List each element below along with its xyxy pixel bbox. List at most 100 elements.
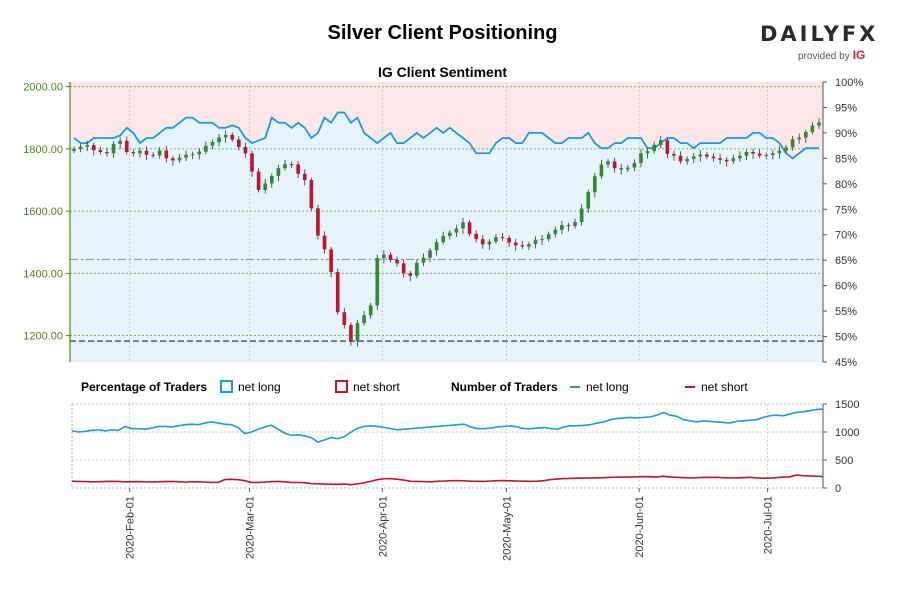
chart-title: Silver Client Positioning [327,22,558,44]
legend-pct-short-label: net short [353,380,400,394]
ig-logo-icon: IG [852,48,866,62]
legend-pct-long: net long [220,380,281,396]
candle-body [124,140,129,152]
candle-body [698,154,703,157]
date-label: 2020-Apr-01 [377,496,389,557]
candle-body [507,237,511,243]
candle-body [342,312,347,325]
candle-body [368,305,373,316]
right-tick-label: 60% [835,281,857,293]
lower-panel-frame [71,403,824,489]
dailyfx-logo: DAILYFX provided by IG [760,22,879,62]
candle-body [217,137,221,143]
candle-body [111,143,116,154]
candle-body [718,158,722,160]
candle-body [685,158,689,162]
candle-body [78,146,83,149]
candle-body [520,245,525,247]
candle-body [645,151,650,154]
candle-body [757,153,762,156]
candle-body [705,154,709,157]
candle-body [784,147,788,151]
candle-body [223,134,228,138]
candle-body [434,242,439,251]
candle-body [599,164,604,177]
candle-body [803,132,808,138]
candle-body [184,154,188,158]
right-tick-label: 80% [835,179,857,191]
line-icon [570,386,580,388]
right-tick-label: 55% [835,306,857,318]
candle-body [157,150,162,156]
candle-body [382,254,386,259]
candle-body [474,233,478,240]
candle-body [625,167,630,170]
candle-body [579,208,584,222]
legend-percentage-title: Percentage of Traders [81,380,208,394]
net-long-area [70,112,823,362]
candle-body [72,148,76,151]
candle-body [467,222,472,234]
candle-body [619,168,624,170]
candle-body [91,145,96,151]
candle-body [256,171,261,190]
candle-body [546,234,551,240]
lower-tick-label: 500 [835,455,853,467]
left-tick-label: 1400.00 [23,268,63,280]
square-icon [335,380,348,393]
candle-body [553,229,558,235]
candle-body [566,225,571,227]
candle-body [131,152,136,154]
candle-body [764,155,769,157]
candle-body [494,237,498,242]
right-tick-label: 95% [835,102,857,114]
chart-subtitle: IG Client Sentiment [377,64,508,80]
candle-body [533,239,538,245]
lower-tick-label: 0 [835,483,841,495]
candle-body [309,180,314,209]
candle-body [401,263,406,274]
candle-body [573,222,577,227]
candle-body [744,152,749,156]
logo-provided-by-text: provided by [798,51,850,62]
left-tick-label: 1200.00 [23,331,63,343]
candle-body [210,142,215,146]
candle-body [711,156,716,159]
candle-body [362,315,366,324]
candle-body [269,175,274,184]
candle-body [487,241,492,245]
candle-body [237,139,241,148]
candle-body [276,168,281,176]
candle-body [540,239,544,241]
candle-body [652,144,656,152]
right-tick-label: 70% [835,230,857,242]
candle-body [817,122,821,126]
left-tick-label: 2000.00 [23,82,63,94]
legend-pct-long-label: net long [238,380,281,394]
square-icon [220,380,233,393]
left-tick-label: 1800.00 [23,144,63,156]
date-label: 2020-May-01 [501,496,513,561]
legend-number-title: Number of Traders [451,380,558,394]
candle-body [171,158,175,161]
candle-body [731,158,736,162]
candle-body [316,208,320,236]
candle-body [527,244,531,247]
candle-body [560,225,564,230]
candle-body [606,161,610,165]
legend-pct-short: net short [335,380,400,396]
candle-body [408,273,413,276]
candle-body [355,323,360,342]
candle-body [283,164,287,169]
candle-body [85,145,90,147]
candle-body [797,137,802,140]
candle-body [151,154,155,156]
candle-body [665,140,670,154]
logo-wordmark: DAILYFX [760,22,879,46]
candle-body [751,152,755,154]
legend-num-short-label: net short [701,380,748,394]
right-tick-label: 75% [835,204,857,216]
candle-body [586,192,591,209]
candle-body [513,242,518,246]
